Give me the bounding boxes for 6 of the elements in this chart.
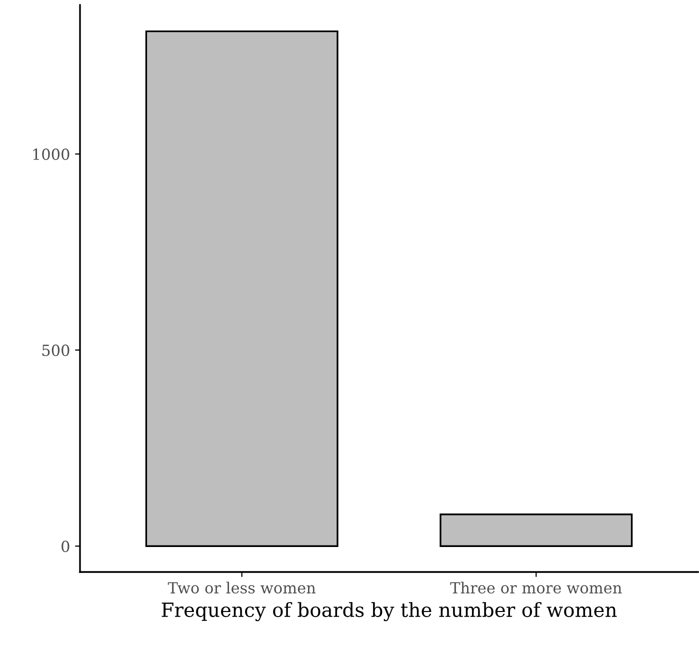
x-axis-title: Frequency of boards by the number of women <box>162 602 617 622</box>
x-tick-label: Two or less women <box>168 582 316 594</box>
y-tick-label: 500 <box>42 344 70 356</box>
y-tick-label: 1000 <box>33 148 70 160</box>
y-tick-label: 0 <box>62 540 70 552</box>
x-tick-label: Three or more women <box>450 582 622 594</box>
